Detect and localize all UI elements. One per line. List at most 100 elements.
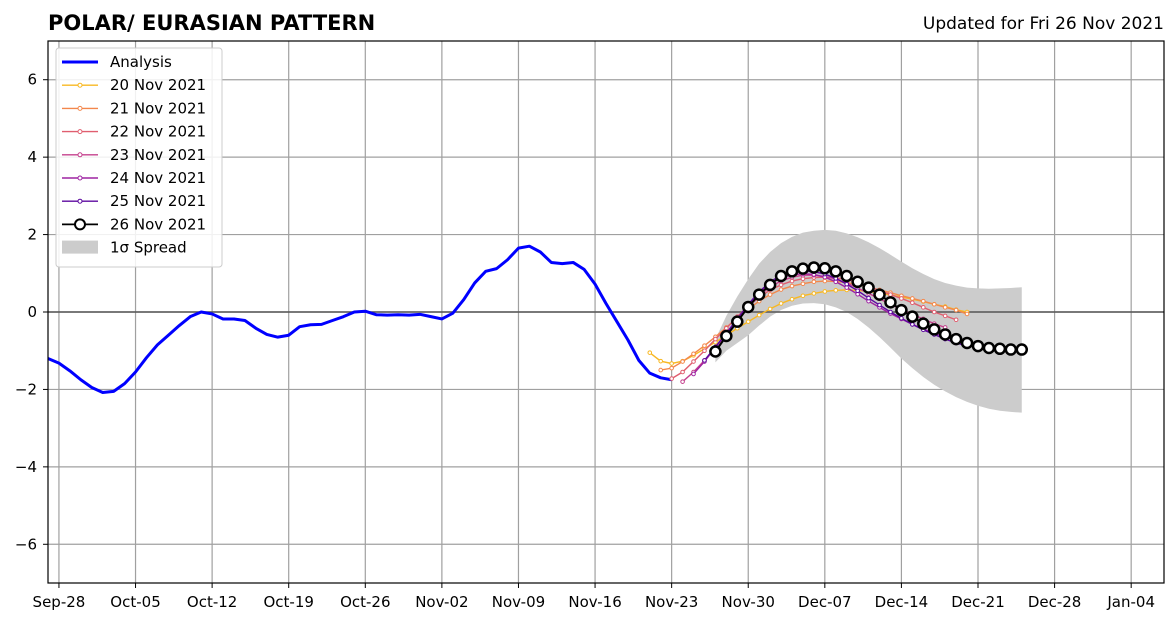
forecast-layer [647, 261, 1029, 384]
legend-marker [77, 129, 83, 135]
forecast-marker [800, 281, 806, 287]
x-tick-label: Dec-28 [1028, 593, 1082, 611]
forecast-marker [917, 317, 930, 330]
forecast-marker [949, 332, 963, 346]
x-tick-label: Nov-09 [492, 593, 545, 611]
forecast-marker [745, 319, 751, 324]
forecast-marker [800, 293, 806, 299]
forecast-marker [866, 295, 871, 301]
legend-label: Analysis [110, 53, 172, 71]
forecast-marker [931, 301, 937, 307]
legend-marker [77, 152, 83, 158]
forecast-marker [851, 275, 864, 289]
forecast-marker [669, 376, 674, 381]
forecast-marker [811, 291, 817, 296]
legend-item: 21 Nov 2021 [62, 99, 206, 117]
forecast-marker [899, 315, 904, 321]
forecast-marker [822, 278, 828, 284]
forecast-marker [774, 269, 788, 283]
forecast-marker [993, 342, 1007, 356]
legend-item: 1σ Spread [62, 239, 187, 257]
forecast-marker [811, 279, 817, 285]
legend-marker [77, 198, 83, 204]
forecast-marker [658, 367, 664, 373]
y-tick-label: 2 [27, 226, 37, 244]
x-tick-label: Oct-19 [263, 593, 313, 611]
forecast-marker [833, 288, 839, 293]
forecast-marker [840, 269, 853, 283]
forecast-marker [899, 296, 904, 301]
forecast-marker [888, 309, 893, 315]
x-tick-label: Nov-23 [645, 593, 698, 611]
forecast-marker [960, 336, 974, 350]
x-tick-label: Nov-16 [568, 593, 621, 611]
forecast-marker [931, 309, 937, 315]
forecast-marker [818, 262, 832, 275]
y-tick-label: −4 [15, 458, 37, 476]
spread-band [715, 229, 1022, 413]
forecast-marker [920, 298, 926, 304]
forecast-marker [680, 359, 685, 364]
analysis-layer [47, 244, 672, 395]
legend-label: 1σ Spread [110, 239, 187, 257]
analysis-line [47, 244, 672, 395]
forecast-marker [778, 282, 784, 288]
forecast-marker [789, 296, 795, 302]
legend-swatch [62, 240, 98, 254]
forecast-marker [829, 265, 843, 278]
legend-item: 24 Nov 2021 [62, 169, 206, 187]
forecast-marker [691, 371, 696, 377]
forecast-marker [822, 289, 828, 294]
x-tick-label: Nov-02 [415, 593, 468, 611]
x-tick-label: Sep-28 [33, 593, 86, 611]
legend-label: 26 Nov 2021 [110, 215, 206, 233]
legend-item: 22 Nov 2021 [62, 123, 206, 141]
forecast-marker [702, 348, 707, 354]
axes: −6 −4 −2 0 2 4 6 Sep-28 Oct-05 Oct-12 Oct-19 Oct-26… [15, 40, 1165, 611]
forecast-marker [964, 311, 970, 317]
x-tick-label: Dec-21 [951, 593, 1005, 611]
forecast-marker [888, 292, 893, 297]
x-tick-label: Oct-05 [110, 593, 160, 611]
forecast-marker [982, 341, 996, 355]
forecast-marker [873, 288, 886, 301]
forecast-marker [855, 288, 860, 294]
forecast-marker [756, 312, 762, 318]
forecast-marker [862, 281, 875, 294]
legend-label: 21 Nov 2021 [110, 99, 206, 117]
y-tick-label: −6 [15, 535, 37, 553]
chart-subtitle: Updated for Fri 26 Nov 2021 [923, 14, 1164, 34]
forecast-marker [680, 379, 685, 384]
legend-label: 22 Nov 2021 [110, 123, 206, 141]
forecast-marker [906, 310, 919, 323]
forecast-marker [669, 361, 674, 366]
forecast-marker [927, 323, 941, 336]
forecast-marker [713, 336, 718, 342]
forecast-marker [724, 325, 729, 331]
forecast-marker [785, 265, 799, 278]
legend-label: 23 Nov 2021 [110, 146, 206, 164]
y-tick-label: 6 [27, 71, 37, 89]
legend-item: 25 Nov 2021 [62, 192, 206, 210]
forecast-marker [702, 358, 707, 363]
legend-marker [77, 82, 83, 88]
legend-item: 20 Nov 2021 [62, 76, 206, 94]
forecast-marker [778, 301, 784, 306]
x-tick-label: Jan-04 [1106, 593, 1155, 611]
forecast-marker [1004, 343, 1018, 356]
forecast-marker [942, 313, 948, 319]
x-tick-label: Oct-12 [187, 593, 237, 611]
legend-marker [74, 218, 86, 231]
forecast-marker [680, 369, 685, 375]
forecast-marker [702, 343, 707, 348]
forecast-marker [789, 283, 795, 289]
forecast-marker [877, 302, 882, 308]
forecast-marker [778, 287, 784, 292]
chart-title: POLAR/ EURASIAN PATTERN [48, 11, 375, 35]
forecast-marker [895, 303, 908, 317]
legend-item: Analysis [62, 53, 172, 71]
forecast-marker [731, 315, 744, 328]
y-tick-label: −2 [15, 380, 37, 398]
forecast-marker [844, 281, 850, 287]
